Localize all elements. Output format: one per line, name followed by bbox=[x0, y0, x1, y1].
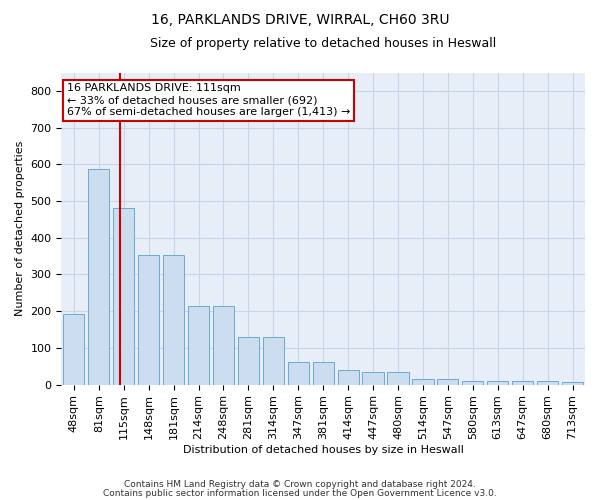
Bar bbox=[512, 381, 533, 384]
Text: 16, PARKLANDS DRIVE, WIRRAL, CH60 3RU: 16, PARKLANDS DRIVE, WIRRAL, CH60 3RU bbox=[151, 12, 449, 26]
Y-axis label: Number of detached properties: Number of detached properties bbox=[15, 141, 25, 316]
Bar bbox=[388, 372, 409, 384]
Bar bbox=[537, 381, 558, 384]
Text: Contains HM Land Registry data © Crown copyright and database right 2024.: Contains HM Land Registry data © Crown c… bbox=[124, 480, 476, 489]
Bar bbox=[213, 306, 234, 384]
Bar bbox=[88, 168, 109, 384]
X-axis label: Distribution of detached houses by size in Heswall: Distribution of detached houses by size … bbox=[183, 445, 464, 455]
Bar bbox=[113, 208, 134, 384]
Bar bbox=[562, 382, 583, 384]
Bar bbox=[313, 362, 334, 384]
Bar bbox=[462, 381, 484, 384]
Bar bbox=[238, 337, 259, 384]
Bar bbox=[437, 378, 458, 384]
Bar bbox=[487, 381, 508, 384]
Bar bbox=[63, 314, 85, 384]
Bar bbox=[188, 306, 209, 384]
Text: Contains public sector information licensed under the Open Government Licence v3: Contains public sector information licen… bbox=[103, 488, 497, 498]
Bar bbox=[263, 337, 284, 384]
Bar bbox=[287, 362, 309, 384]
Title: Size of property relative to detached houses in Heswall: Size of property relative to detached ho… bbox=[150, 38, 496, 51]
Bar bbox=[338, 370, 359, 384]
Text: 16 PARKLANDS DRIVE: 111sqm
← 33% of detached houses are smaller (692)
67% of sem: 16 PARKLANDS DRIVE: 111sqm ← 33% of deta… bbox=[67, 84, 350, 116]
Bar bbox=[412, 378, 434, 384]
Bar bbox=[138, 256, 159, 384]
Bar bbox=[163, 256, 184, 384]
Bar bbox=[362, 372, 383, 384]
